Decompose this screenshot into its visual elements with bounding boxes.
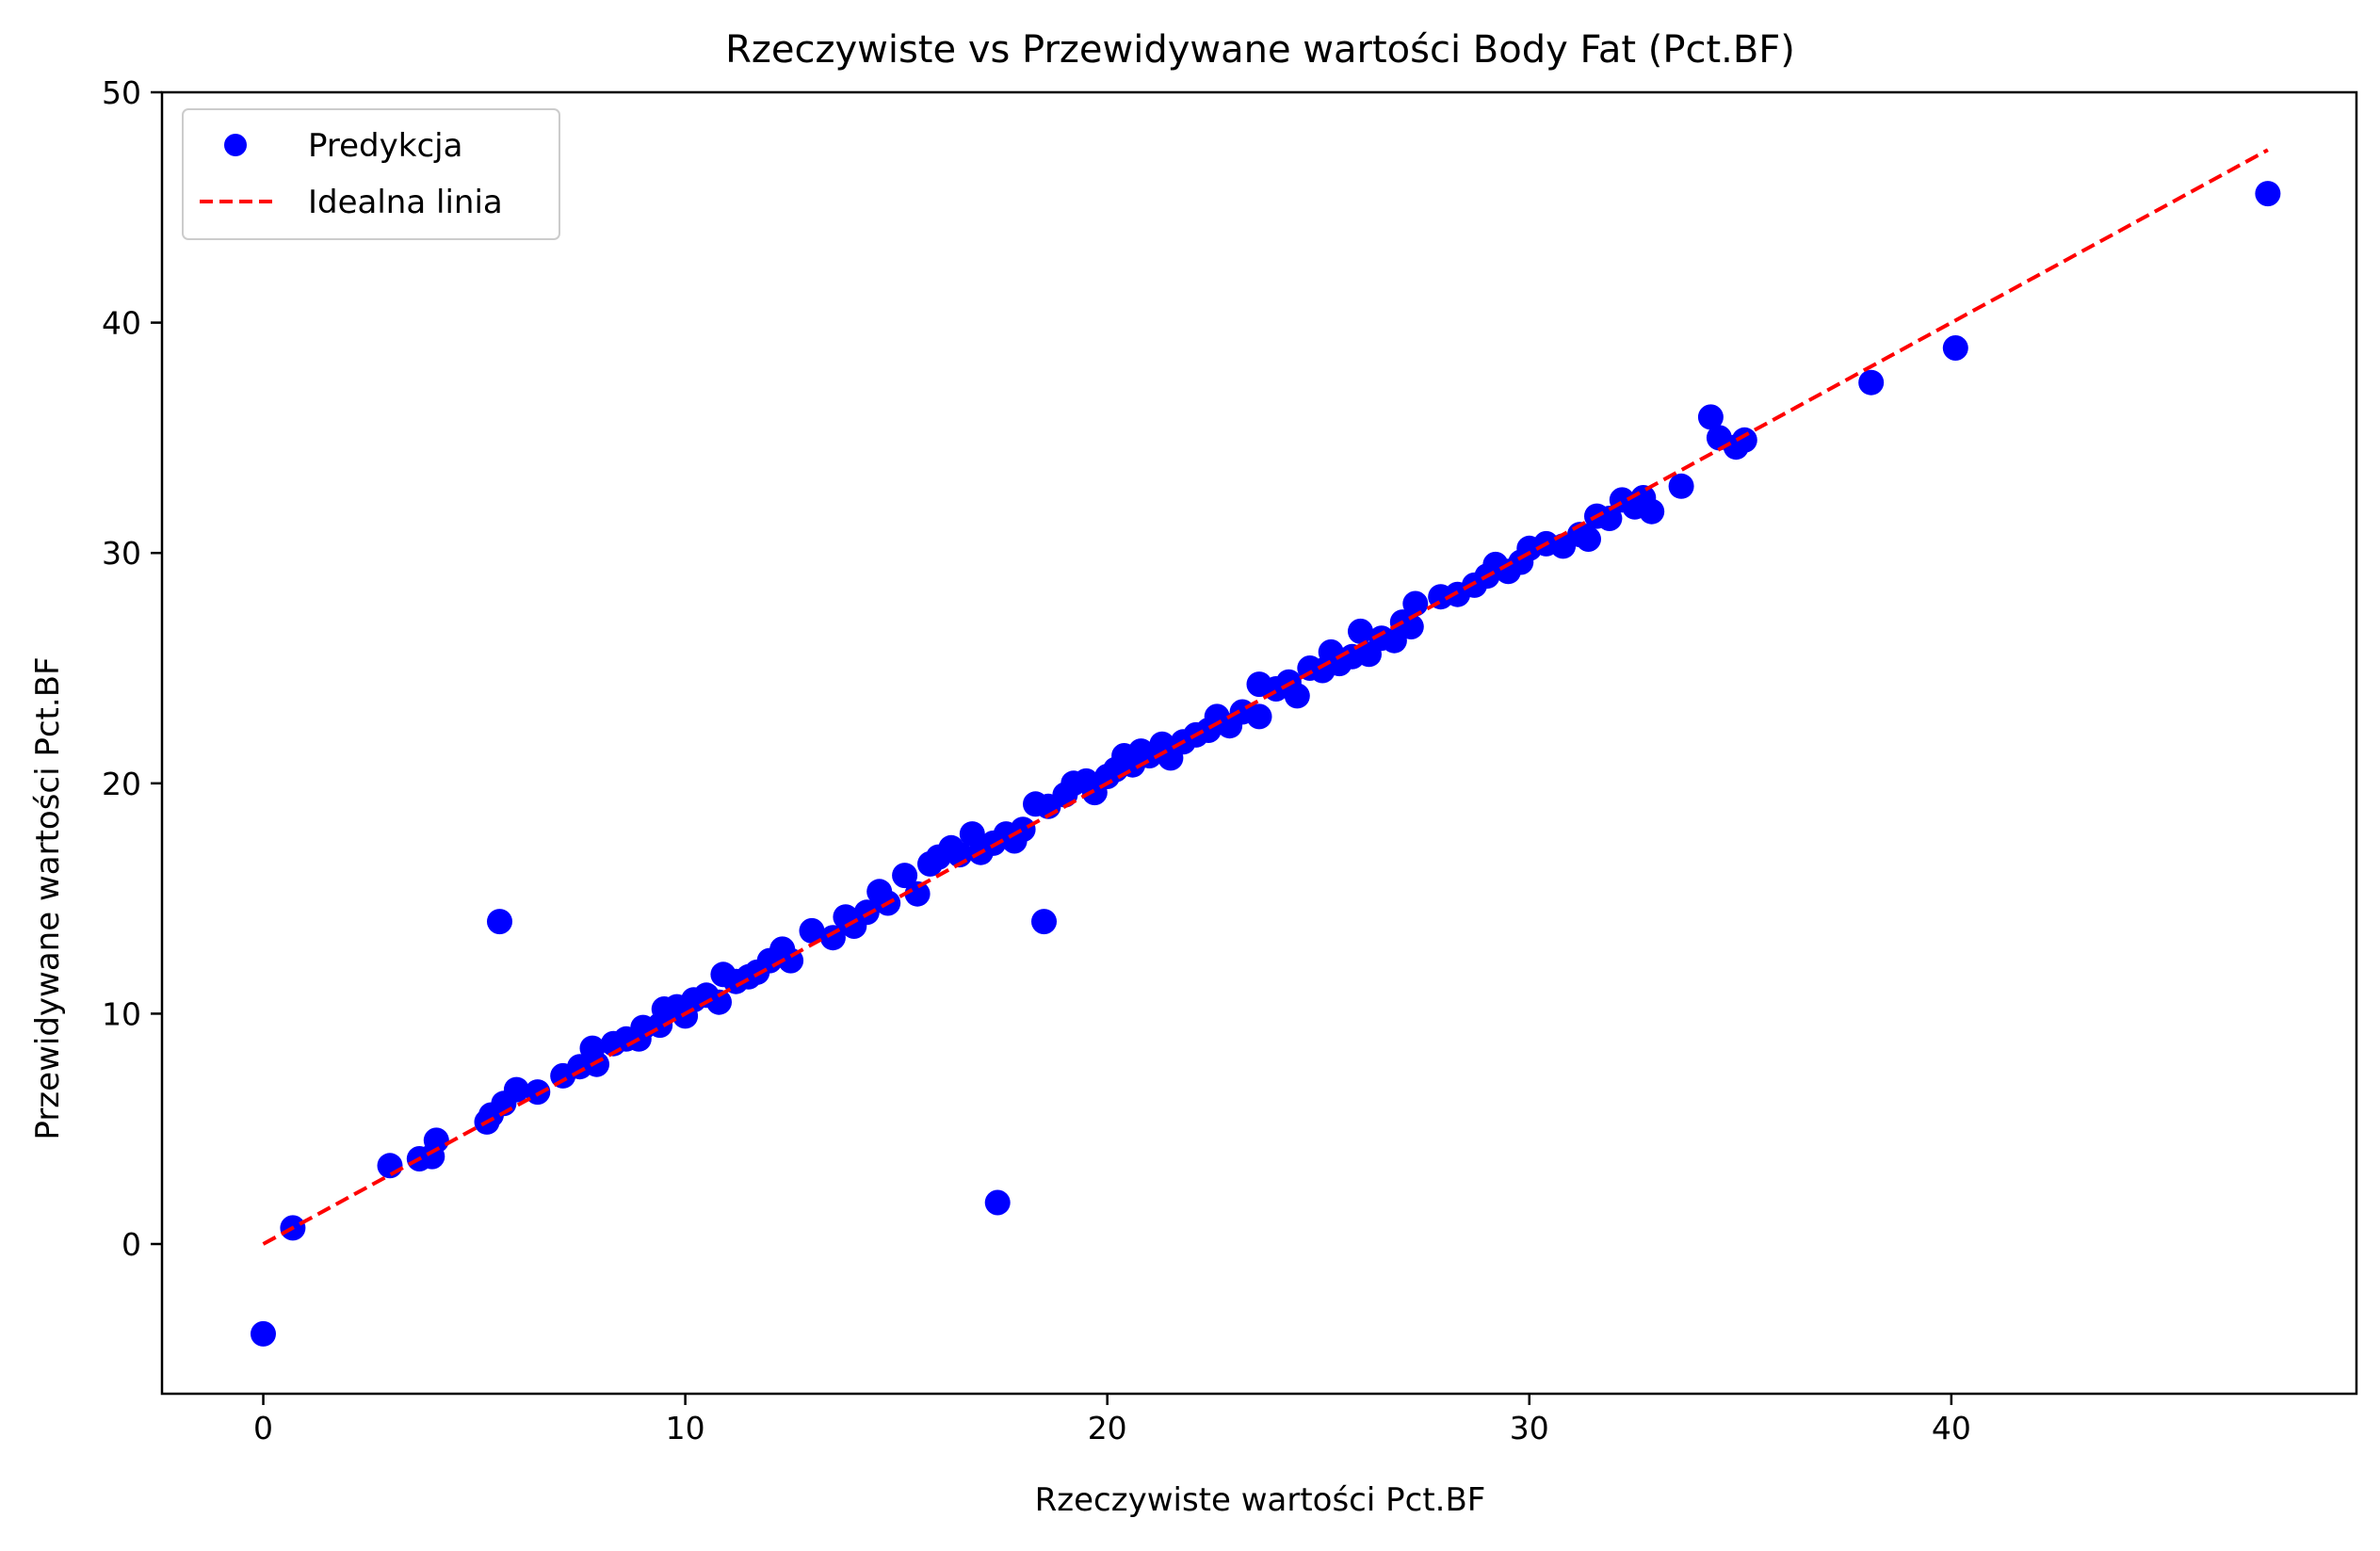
data-point (584, 1051, 609, 1077)
data-point (377, 1153, 403, 1179)
y-tick-label: 40 (102, 305, 141, 342)
data-point (799, 917, 825, 944)
data-point (892, 863, 918, 889)
y-tick-label: 10 (102, 995, 141, 1032)
legend-box (182, 108, 560, 240)
data-point (2255, 181, 2281, 207)
y-tick-label: 50 (102, 74, 141, 111)
x-axis-label: Rzeczywiste wartości Pct.BF (1035, 1481, 1486, 1519)
data-point (1402, 590, 1429, 617)
x-tick-label: 10 (666, 1410, 705, 1446)
data-point (1031, 909, 1057, 935)
data-point (984, 1189, 1011, 1216)
legend: Predykcja Idealna linia (182, 108, 560, 240)
data-point (904, 881, 931, 907)
chart-title: Rzeczywiste vs Przewidywane wartości Bod… (725, 28, 1795, 72)
data-point (1010, 816, 1036, 843)
data-point (423, 1127, 449, 1154)
x-tick-label: 20 (1088, 1410, 1127, 1446)
y-axis-label: Przewidywane wartości Pct.BF (29, 656, 67, 1139)
data-point (1858, 369, 1885, 396)
data-point (503, 1076, 529, 1103)
data-point (1697, 404, 1724, 430)
data-point (1668, 473, 1694, 499)
y-tick-label: 20 (102, 766, 141, 802)
data-point (1596, 506, 1623, 531)
data-point (525, 1079, 551, 1106)
data-point (251, 1320, 276, 1347)
data-point (706, 989, 732, 1015)
data-point (1348, 618, 1373, 644)
data-point (1284, 683, 1310, 709)
plot-frame (160, 90, 2358, 1396)
data-point (487, 909, 512, 935)
ideal-line (262, 148, 2269, 1246)
data-point (1639, 498, 1665, 525)
y-tick-label: 30 (102, 535, 141, 572)
data-point (1576, 526, 1601, 552)
data-point (1942, 335, 1968, 361)
legend-label-predykcja: Predykcja (308, 127, 462, 165)
y-tick-label: 0 (121, 1226, 141, 1263)
legend-label-idealna: Idealna linia (308, 184, 503, 221)
x-tick-label: 40 (1932, 1410, 1971, 1446)
data-point (1246, 703, 1272, 730)
plot-area: 0 10 20 30 40 0 10 20 30 40 50 (102, 74, 2358, 1446)
data-point (1398, 614, 1424, 639)
data-point (853, 899, 880, 926)
legend-marker-predykcja (224, 134, 247, 156)
x-tick-label: 30 (1510, 1410, 1549, 1446)
x-tick-label: 0 (253, 1410, 273, 1446)
data-point (1731, 427, 1757, 453)
